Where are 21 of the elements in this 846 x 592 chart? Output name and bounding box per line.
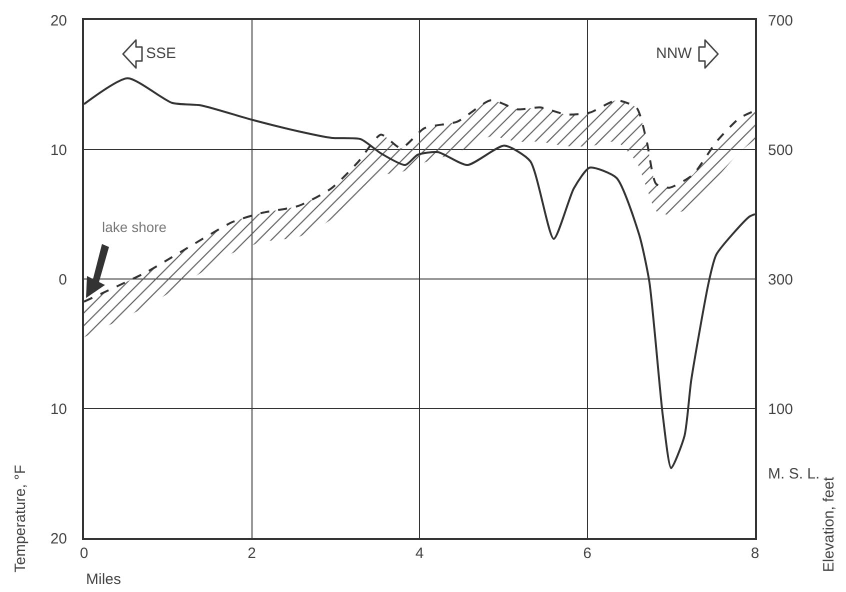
annotation: lake shore: [102, 219, 167, 235]
y2-tick-label: 300: [768, 271, 794, 288]
y-tick-label: 20: [50, 12, 67, 30]
x-tick-label: 2: [248, 545, 256, 562]
x-tick-label: 6: [583, 545, 592, 562]
annotation: NNW: [656, 45, 693, 62]
y-tick-label: 10: [50, 142, 67, 159]
annotation: SSE: [146, 45, 176, 62]
y-tick-label: 20: [50, 530, 67, 548]
y-tick-label: 0: [58, 271, 67, 288]
y-axis-title: Temperature, °F: [12, 464, 29, 573]
y2-tick-label: 500: [768, 142, 794, 159]
y2-tick-label: 100: [768, 400, 794, 418]
y-tick-label: 10: [50, 400, 67, 418]
y2-axis-title: Elevation, feet: [820, 476, 838, 572]
y2-tick-label: M. S. L.: [768, 466, 820, 482]
x-axis-title: Miles: [86, 571, 122, 588]
x-tick-label: 8: [750, 545, 760, 562]
y2-tick-label: 700: [768, 12, 794, 30]
x-tick-label: 0: [80, 545, 88, 562]
x-tick-label: 4: [415, 545, 424, 562]
